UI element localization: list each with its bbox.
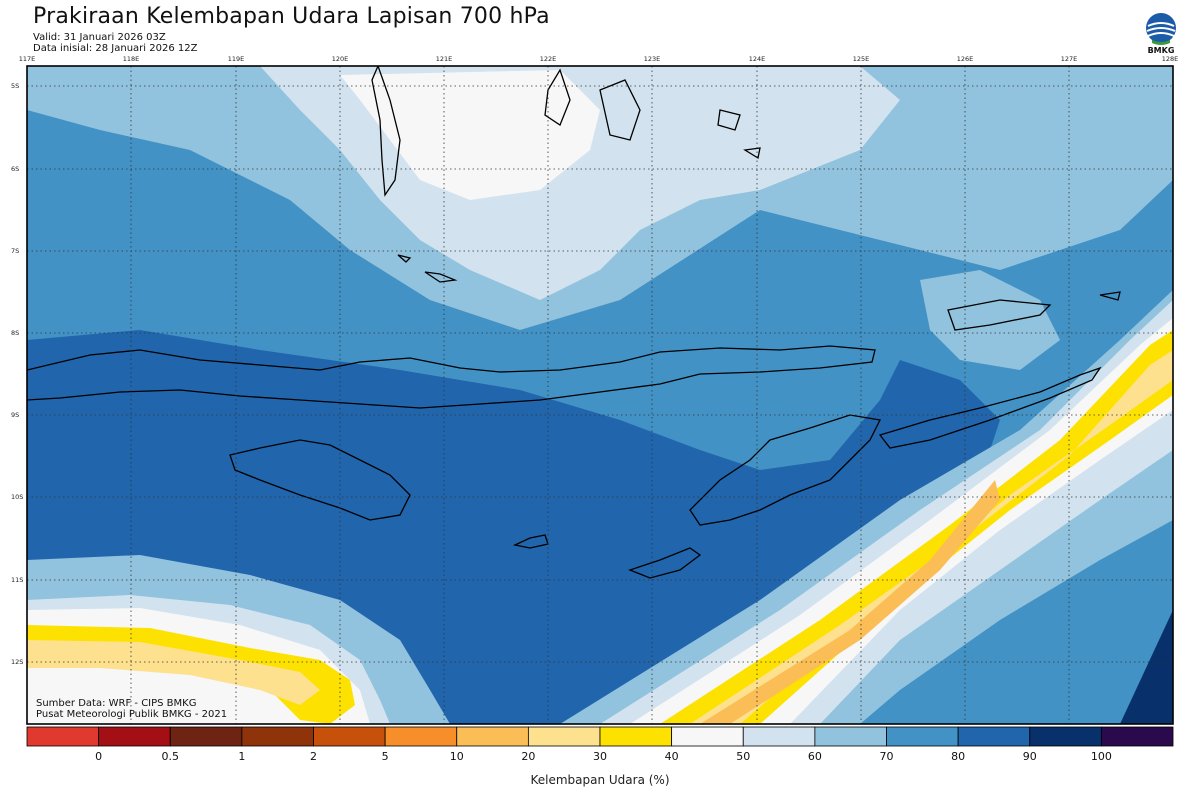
- colorbar-tick-label: 0: [95, 750, 103, 763]
- humidity-zone-100-se: [1120, 610, 1173, 724]
- colorbar-tick-label: 10: [449, 750, 464, 763]
- lon-label: 123E: [643, 55, 661, 63]
- page-title: Prakiraan Kelembapan Udara Lapisan 700 h…: [33, 4, 550, 29]
- lat-label: 12S: [11, 658, 24, 666]
- island-flores-east: [878, 366, 1102, 449]
- colorbar-tick-label: 90: [1022, 750, 1037, 763]
- colorbar-tick-label: 50: [736, 750, 751, 763]
- colorbar-tick-label: 40: [664, 750, 679, 763]
- humidity-zone-50-north: [340, 70, 600, 200]
- colorbar-swatch: [456, 726, 529, 747]
- colorbar-tick-label: 80: [951, 750, 966, 763]
- island-rote: [628, 547, 702, 579]
- colorbar-swatch: [241, 726, 314, 747]
- colorbar-swatch: [886, 726, 959, 747]
- lon-label: 125E: [852, 55, 870, 63]
- colorbar: [26, 726, 1174, 747]
- island-sumba: [229, 439, 411, 521]
- lon-label: 128E: [1161, 55, 1179, 63]
- humidity-zone-70-east: [920, 270, 1060, 370]
- lat-label: 7S: [11, 247, 20, 255]
- colorbar-swatch: [527, 726, 601, 747]
- island-muna: [599, 79, 641, 141]
- lat-label: 10S: [11, 493, 24, 501]
- lat-label: 8S: [11, 329, 20, 337]
- colorbar-swatch: [742, 726, 816, 747]
- humidity-zone-30-south: [27, 640, 320, 705]
- island-savu: [512, 534, 549, 549]
- bmkg-logo-icon: [1146, 13, 1176, 45]
- colorbar-swatch: [957, 726, 1031, 747]
- colorbar-tick-label: 0.5: [161, 750, 180, 763]
- humidity-zone-80-west: [27, 140, 300, 280]
- logo-text: BMKG: [1147, 46, 1175, 55]
- lon-label: 117E: [18, 55, 36, 63]
- lat-label: 9S: [11, 411, 20, 419]
- island-north-small: [717, 109, 741, 131]
- lon-label: 120E: [331, 55, 349, 63]
- colorbar-swatch: [313, 726, 386, 747]
- lat-label: 11S: [11, 576, 24, 584]
- colorbar-tick-label: 20: [521, 750, 536, 763]
- island-timor: [689, 414, 881, 526]
- island-selayar: [424, 271, 458, 283]
- initial-time: Data inisial: 28 Januari 2026 12Z: [33, 43, 198, 54]
- grid-lines: [27, 66, 1173, 724]
- colorbar-swatch: [26, 726, 100, 747]
- colorbar-swatch: [1100, 726, 1174, 747]
- lat-label: 5S: [11, 82, 20, 90]
- island-kalao: [397, 254, 412, 263]
- colorbar-swatch: [814, 726, 887, 747]
- island-wetar: [947, 299, 1052, 331]
- coastlines: [27, 66, 1121, 579]
- island-buton-area: [544, 68, 571, 126]
- colorbar-tick-label: 60: [807, 750, 822, 763]
- colorbar-swatch: [671, 726, 744, 747]
- valid-time: Valid: 31 Januari 2026 03Z: [33, 32, 166, 43]
- lon-label: 122E: [539, 55, 557, 63]
- map-frame: [26, 65, 1174, 725]
- colorbar-tick-label: 100: [1090, 750, 1112, 763]
- lon-label: 127E: [1060, 55, 1078, 63]
- colorbar-tick-label: 5: [381, 750, 389, 763]
- lon-label: 119E: [227, 55, 245, 63]
- colorbar-swatch: [98, 726, 171, 747]
- island-north-small-2: [743, 147, 761, 160]
- lon-label: 121E: [435, 55, 453, 63]
- lon-label: 126E: [956, 55, 974, 63]
- colorbar-swatch: [1029, 726, 1102, 747]
- colorbar-tick-label: 2: [310, 750, 317, 763]
- colorbar-label: Kelembapan Udara (%): [530, 773, 670, 787]
- organization-credit: Pusat Meteorologi Publik BMKG - 2021: [36, 709, 228, 720]
- lon-label: 124E: [748, 55, 766, 63]
- colorbar-tick-label: 1: [238, 750, 246, 763]
- colorbar-tick-label: 30: [593, 750, 607, 763]
- island-lombok-sumbawa: [27, 345, 876, 409]
- colorbar-swatch: [169, 726, 243, 747]
- humidity-zone-60-diag: [600, 300, 1173, 724]
- island-sulawesi-south: [371, 66, 401, 197]
- colorbar-tick-label: 70: [879, 750, 894, 763]
- data-source-credit: Sumber Data: WRF - CIPS BMKG: [36, 698, 197, 709]
- island-ne-babar: [1099, 291, 1121, 301]
- lat-label: 6S: [11, 165, 20, 173]
- colorbar-swatch: [599, 726, 673, 747]
- colorbar-swatch: [384, 726, 458, 747]
- lon-label: 118E: [122, 55, 140, 63]
